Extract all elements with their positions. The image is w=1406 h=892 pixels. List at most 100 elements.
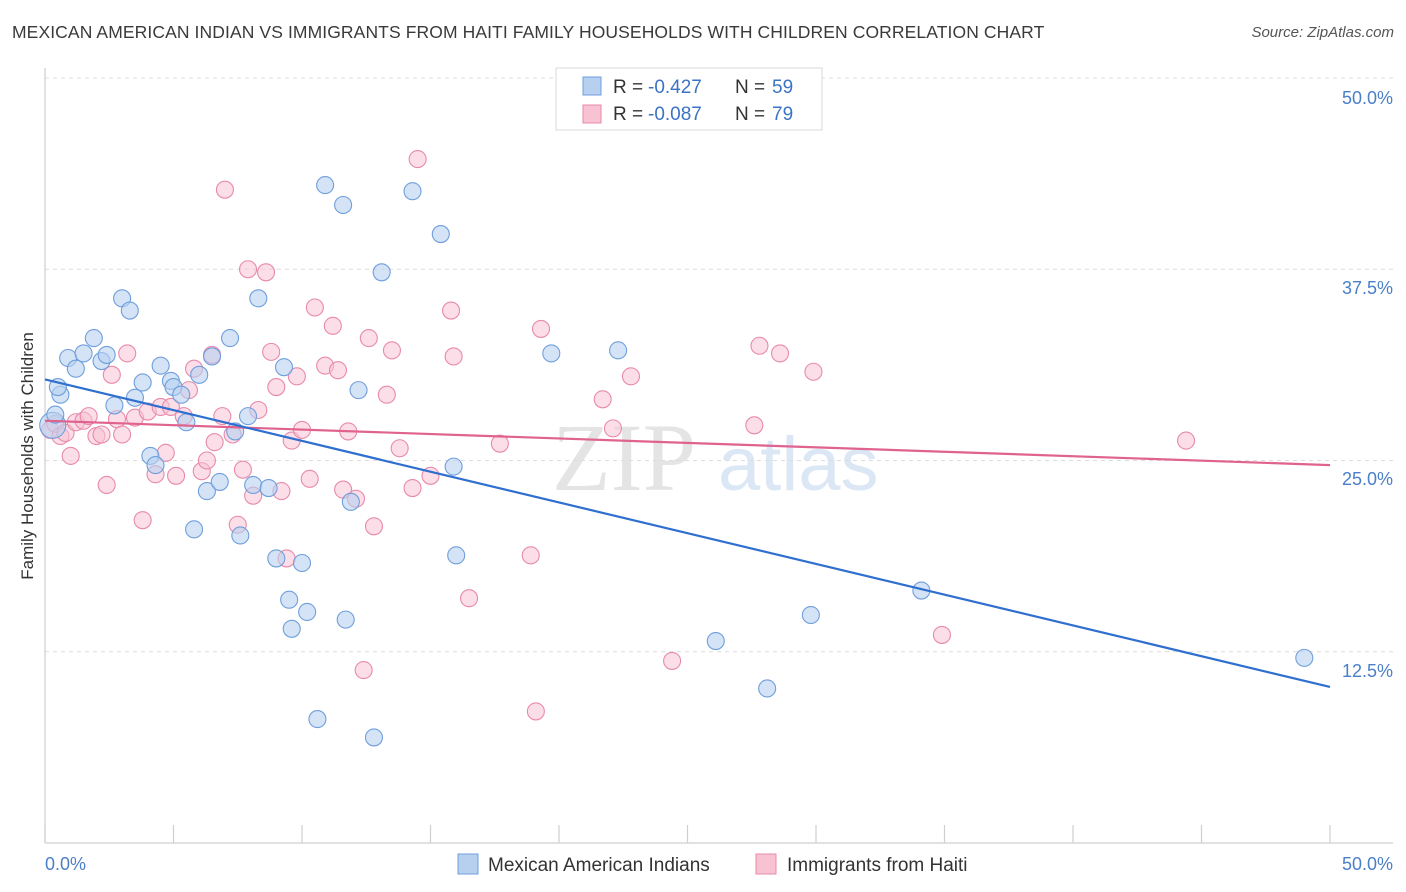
- point-haiti-73: [663, 651, 682, 670]
- point-mexican-american-indians-35: [282, 619, 301, 638]
- point-haiti-58: [382, 341, 402, 360]
- point-haiti-44: [287, 367, 306, 386]
- point-mexican-american-indians-41: [334, 195, 353, 215]
- point-haiti-64: [442, 301, 461, 320]
- stats-legend-n-value-2: 79: [772, 104, 793, 125]
- point-haiti-76: [770, 344, 790, 363]
- legend-swatch-haiti: [755, 853, 777, 875]
- point-mexican-american-indians-25: [210, 472, 229, 491]
- point-mexican-american-indians-54: [758, 679, 777, 698]
- point-mexican-american-indians-9: [105, 396, 124, 415]
- point-mexican-american-indians-42: [336, 610, 355, 629]
- legend-label-mexican-american-indians: Mexican American Indians: [488, 855, 710, 876]
- watermark-zip: ZIP: [552, 404, 696, 511]
- point-mexican-american-indians-37: [292, 553, 312, 573]
- point-mexican-american-indians-53: [706, 631, 725, 651]
- point-haiti-57: [377, 385, 396, 404]
- point-mexican-american-indians-47: [403, 182, 422, 201]
- point-mexican-american-indians-44: [349, 381, 368, 400]
- stats-legend-r-value-1: -0.427: [648, 77, 702, 98]
- point-haiti-7: [79, 407, 98, 426]
- point-haiti-56: [364, 517, 384, 536]
- point-haiti-65: [459, 589, 479, 608]
- y-axis-label: Family Households with Children: [18, 332, 37, 580]
- point-mexican-american-indians-33: [267, 549, 286, 568]
- point-haiti-69: [531, 319, 551, 338]
- point-haiti-59: [390, 439, 409, 458]
- watermark-atlas: atlas: [718, 422, 879, 507]
- chart-title: MEXICAN AMERICAN INDIAN VS IMMIGRANTS FR…: [12, 22, 1045, 42]
- point-haiti-16: [133, 511, 152, 530]
- point-haiti-34: [233, 460, 252, 479]
- y-tick-labels: 12.5% 25.0% 37.5% 50.0%: [1342, 88, 1393, 681]
- point-haiti-78: [932, 625, 951, 644]
- point-mexican-american-indians-21: [185, 520, 204, 539]
- trend-lines: [44, 378, 1331, 689]
- point-mexican-american-indians-13: [133, 373, 152, 392]
- point-haiti-66: [490, 434, 509, 453]
- point-mexican-american-indians-38: [298, 602, 317, 622]
- stats-legend-r-value-2: -0.087: [648, 104, 702, 125]
- point-mexican-american-indians-43: [341, 492, 360, 511]
- stats-legend-r-label-1: R =: [613, 77, 643, 98]
- point-haiti-67: [521, 546, 540, 565]
- legend-swatch-mexican-american-indians: [457, 853, 479, 875]
- point-mexican-american-indians-11: [120, 301, 139, 320]
- point-mexican-american-indians-51: [542, 344, 561, 363]
- point-haiti-49: [323, 316, 342, 335]
- point-mexican-american-indians-26: [220, 329, 240, 348]
- stats-legend-n-value-1: 59: [772, 77, 793, 98]
- point-mexican-american-indians-32: [259, 478, 278, 498]
- point-haiti-9: [92, 425, 111, 444]
- stats-legend-n-label-1: N =: [735, 77, 765, 98]
- point-haiti-55: [359, 329, 378, 348]
- point-haiti-61: [408, 150, 427, 169]
- x-tick-label-min: 0.0%: [45, 854, 86, 874]
- point-haiti-27: [197, 451, 216, 470]
- stats-legend-swatch-pink: [582, 104, 602, 124]
- point-mexican-american-indians-30: [244, 475, 263, 495]
- x-tick-label-max: 50.0%: [1342, 854, 1393, 874]
- point-haiti-11: [102, 365, 121, 384]
- point-haiti-60: [403, 478, 422, 498]
- point-haiti-14: [118, 344, 137, 363]
- y-tick-label-50: 50.0%: [1342, 88, 1393, 108]
- point-mexican-american-indians-12: [125, 388, 144, 407]
- point-haiti-47: [305, 298, 324, 317]
- point-mexican-american-indians-58: [46, 405, 65, 424]
- point-mexican-american-indians-24: [203, 347, 222, 366]
- point-haiti-79: [1177, 431, 1196, 450]
- point-haiti-38: [256, 263, 276, 282]
- point-haiti-10: [97, 475, 116, 495]
- point-haiti-77: [804, 362, 823, 381]
- point-mexican-american-indians-46: [372, 263, 391, 282]
- y-tick-label-25: 25.0%: [1342, 469, 1393, 489]
- series-legend: Mexican American Indians Immigrants from…: [457, 853, 968, 876]
- legend-label-haiti: Immigrants from Haiti: [787, 855, 968, 876]
- series-haiti-points: [41, 150, 1196, 721]
- point-haiti-40: [267, 378, 286, 397]
- point-haiti-74: [745, 416, 764, 435]
- point-mexican-american-indians-50: [447, 546, 466, 565]
- point-mexican-american-indians-4: [66, 359, 85, 378]
- point-mexican-american-indians-15: [146, 456, 165, 475]
- point-haiti-70: [593, 390, 612, 409]
- point-mexican-american-indians-29: [238, 407, 258, 426]
- series-mexican-american-indians-points: [39, 176, 1314, 747]
- point-mexican-american-indians-16: [151, 356, 170, 375]
- point-mexican-american-indians-20: [177, 413, 196, 432]
- point-mexican-american-indians-8: [97, 345, 116, 364]
- axes: [44, 68, 1393, 844]
- point-haiti-13: [113, 425, 132, 444]
- point-haiti-31: [215, 180, 234, 199]
- trend-line-mexican-american-indians: [44, 378, 1331, 689]
- stats-legend-swatch-blue: [582, 76, 602, 96]
- point-mexican-american-indians-5: [74, 344, 93, 363]
- stats-legend: R = -0.427 N = 59 R = -0.087 N = 79: [555, 67, 823, 131]
- point-mexican-american-indians-48: [431, 225, 450, 244]
- point-haiti-72: [621, 367, 641, 386]
- point-haiti-71: [603, 419, 623, 438]
- point-haiti-50: [328, 361, 348, 380]
- point-mexican-american-indians-55: [801, 605, 820, 625]
- point-mexican-american-indians-36: [280, 590, 299, 609]
